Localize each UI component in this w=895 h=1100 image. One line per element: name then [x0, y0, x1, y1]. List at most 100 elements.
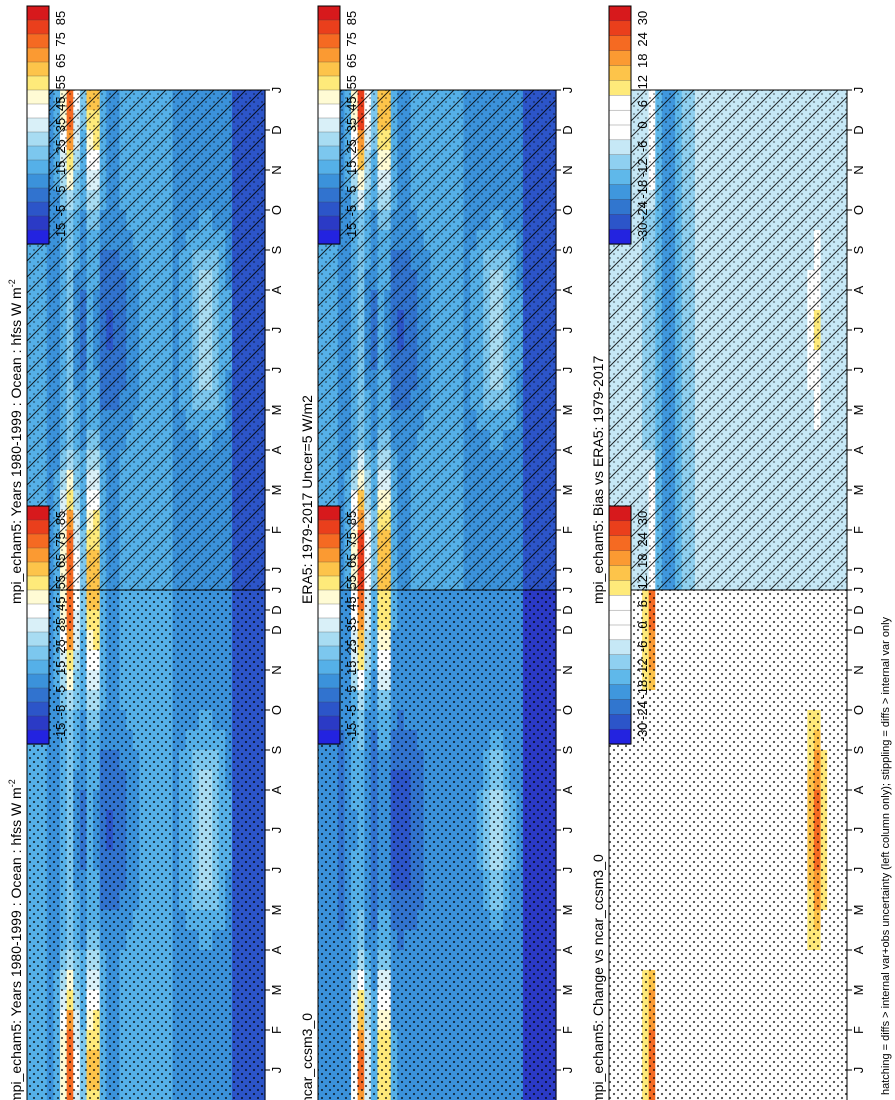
colorbar-swatch — [26, 187, 50, 203]
colorbar-swatch — [26, 673, 50, 689]
colorbar-swatch — [26, 33, 50, 49]
colorbar-swatch — [317, 645, 341, 661]
month-tick-label: J — [269, 87, 284, 94]
month-tick-label: O — [269, 705, 284, 715]
panel-title: ERA5: 1979-2017 Uncer=5 W/m2 — [299, 395, 315, 604]
colorbar-label: 35 — [53, 618, 68, 632]
month-tick-label: N — [560, 665, 575, 674]
colorbar-swatch — [317, 117, 341, 133]
month-tick-label: J — [560, 587, 575, 594]
month-tick-label: N — [560, 165, 575, 174]
title-superscript: -2 — [7, 779, 17, 787]
colorbar-label: 45 — [53, 96, 68, 110]
colorbar-swatch — [317, 5, 341, 21]
colorbar-swatch — [26, 687, 50, 703]
colorbar-swatch — [26, 631, 50, 647]
colorbar-swatch — [317, 33, 341, 49]
colorbar-swatch — [26, 215, 50, 231]
month-tick-label: M — [269, 905, 284, 916]
colorbar-label: -15 — [344, 223, 359, 242]
colorbar-label: 75 — [344, 532, 359, 546]
month-tick-label: S — [560, 745, 575, 754]
month-tick-label: S — [560, 245, 575, 254]
colorbar-swatch — [317, 61, 341, 77]
month-tick-label: A — [560, 445, 575, 454]
month-tick-label: F — [269, 526, 284, 534]
colorbar-swatch — [26, 617, 50, 633]
colorbar-swatch — [317, 229, 341, 245]
colorbar-label: 75 — [53, 32, 68, 46]
panel-title: mpi_echam5: Years 1980-1999 : Ocean : hf… — [7, 779, 24, 1100]
colorbar-label: 15 — [53, 161, 68, 175]
month-tick-label: M — [269, 405, 284, 416]
stippling-overlay — [27, 90, 265, 610]
month-tick-label: O — [269, 205, 284, 215]
colorbar-swatch — [317, 201, 341, 217]
colorbar-swatch — [317, 561, 341, 577]
month-tick-label: J — [269, 827, 284, 834]
panel-mid-right: 8060°N20020°S6080DJFMAMJJASONDJncar_ccsm… — [299, 505, 575, 1100]
month-tick-label: J — [560, 367, 575, 374]
colorbar-label: 25 — [344, 139, 359, 153]
month-tick-label: J — [269, 327, 284, 334]
month-tick-label: S — [269, 745, 284, 754]
colorbar-swatch — [317, 173, 341, 189]
colorbar-swatch — [317, 19, 341, 35]
month-tick-label: F — [560, 1026, 575, 1034]
month-tick-label: D — [560, 125, 575, 134]
month-tick-label: A — [269, 945, 284, 954]
colorbar-frame — [317, 5, 341, 245]
colorbar-swatch — [26, 229, 50, 245]
colorbar-frame — [317, 505, 341, 745]
month-tick-label: M — [560, 405, 575, 416]
colorbar-swatch — [26, 117, 50, 133]
colorbar-swatch — [26, 131, 50, 147]
colorbar-label: 45 — [344, 96, 359, 110]
stippling-overlay — [318, 90, 556, 610]
colorbar-label: 65 — [344, 554, 359, 568]
colorbar-label: 25 — [344, 639, 359, 653]
month-tick-label: M — [560, 905, 575, 916]
colorbar-swatch — [26, 561, 50, 577]
colorbar-swatch — [317, 145, 341, 161]
month-tick-label: J — [560, 867, 575, 874]
stippling-overlay — [27, 590, 265, 1100]
colorbar-label: 85 — [344, 11, 359, 25]
colorbar-swatch — [26, 645, 50, 661]
month-tick-label: D — [560, 625, 575, 634]
month-tick-label: J — [560, 1067, 575, 1074]
colorbar-label: 65 — [53, 554, 68, 568]
colorbar-swatch — [26, 729, 50, 745]
colorbar-swatch — [26, 533, 50, 549]
colorbar-swatch — [317, 215, 341, 231]
panel-bot-left: 8060°N20020°S6080DJFMAMJJASONDJmpi_echam… — [590, 5, 866, 633]
colorbar-label: 85 — [53, 11, 68, 25]
month-tick-label: O — [560, 705, 575, 715]
month-tick-label: J — [269, 867, 284, 874]
month-tick-label: A — [269, 285, 284, 294]
colorbar-label: 55 — [53, 575, 68, 589]
panel-top-right: 8060°N20020°S6080DJFMAMJJASONDJmpi_echam… — [7, 505, 284, 1100]
panel-title: ncar_ccsm3_0 — [299, 1013, 315, 1100]
colorbar-label: -5 — [53, 205, 68, 217]
colorbar-swatch — [317, 617, 341, 633]
month-tick-label: F — [560, 526, 575, 534]
colorbar-swatch — [317, 729, 341, 745]
colorbar-swatch — [317, 673, 341, 689]
colorbar-label: -5 — [53, 705, 68, 717]
colorbar-label: 65 — [344, 54, 359, 68]
panels-root: 8060°N20020°S6080DJFMAMJJASONDJmpi_echam… — [7, 5, 866, 1100]
colorbar-swatch — [317, 715, 341, 731]
month-tick-label: M — [269, 985, 284, 996]
colorbar-label: 15 — [53, 661, 68, 675]
title-superscript: -2 — [7, 279, 17, 287]
month-tick-label: J — [560, 87, 575, 94]
colorbar-label: 15 — [344, 161, 359, 175]
colorbar-label: 35 — [344, 618, 359, 632]
colorbar-swatch — [26, 145, 50, 161]
month-tick-label: D — [269, 605, 284, 614]
colorbar-swatch — [317, 75, 341, 91]
